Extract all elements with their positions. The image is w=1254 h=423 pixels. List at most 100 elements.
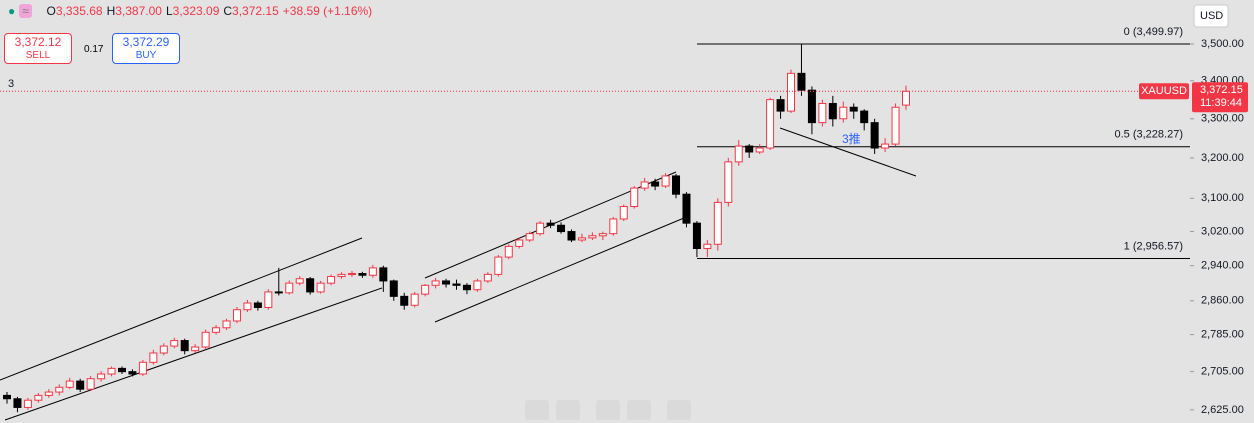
candle-body [839,106,848,120]
candle-body [232,309,241,322]
currency-button[interactable] [1193,4,1229,28]
candle-body [34,394,43,401]
candle-body [745,145,754,153]
candle-body [421,284,430,295]
y-tick-label: 3,200.00 [1201,152,1244,164]
candle-body [462,284,471,291]
candle-body [107,367,116,375]
sell-price: 3,372.12 [14,35,62,49]
candle-body [368,267,377,276]
candle-body [557,224,566,233]
candle-body [703,243,712,250]
y-tick-label: 3,500.00 [1201,38,1244,50]
y-tick-label: 3,100.00 [1201,192,1244,204]
fib-label: 1 (2,956.57) [1124,240,1183,252]
candle-body [452,283,461,286]
candle-body [818,102,827,124]
y-tick-label: 2,940.00 [1201,260,1244,272]
candle-body [149,352,158,363]
indicator-toggle[interactable]: 3 [8,78,14,90]
candle-body [828,102,837,120]
countdown: 11:39:44 [1200,97,1242,109]
candle-body [55,386,64,393]
candle-body [787,72,796,112]
candle-body [431,280,440,286]
candle-body [891,106,900,145]
candle-body [881,143,890,149]
candle-body [473,280,482,291]
candle-body [640,181,649,189]
candle-body [379,267,388,282]
candle-body [159,345,168,354]
candle-body [138,361,147,375]
candle-body [724,161,733,203]
candle-body [766,99,775,149]
candle-body [577,237,586,241]
fib-label: 0.5 (3,228.27) [1115,129,1184,141]
candle-body [243,302,252,311]
y-tick-label: 2,705.00 [1201,366,1244,378]
candle-body [191,346,200,352]
ohlc-header: ● ≈ O3,335.68 H3,387.00 L3,323.09 C3,372.… [8,4,373,18]
l-label: L [165,4,173,18]
last-price-label: 3,372.15 [1200,84,1243,96]
toolbar[interactable] [525,400,691,420]
candle-body [44,391,53,396]
candle-body [117,367,126,373]
candle-body [860,110,869,124]
candle-body [23,399,32,408]
sell-button[interactable]: 3,372.12 SELL [4,33,72,64]
candle-body [630,187,639,208]
candle-body [337,273,346,278]
candle-body [651,181,660,187]
buy-price: 3,372.29 [122,35,170,49]
candle-body [661,175,670,187]
candle-body [442,280,451,285]
candle-body [358,273,367,276]
candle-body [400,295,409,306]
fib-label: 0 (3,499.97) [1124,26,1183,38]
candle-body [212,327,221,333]
candle-body [483,273,492,282]
candle-body [546,222,555,226]
candle-body [347,273,356,276]
candle-body [97,373,106,380]
candle-body [870,122,879,149]
currency[interactable]: USD [1200,10,1223,22]
buy-label: BUY [135,50,157,61]
symbol-tag [1139,83,1189,100]
candle-body [253,302,262,308]
candle-body [504,245,513,258]
candle-body [734,145,743,163]
candle-body [567,231,576,241]
y-tick-label: 3,300.00 [1201,113,1244,125]
candle-body [672,175,681,195]
trend-lines [0,127,917,421]
candle-body [410,293,419,306]
candle-body [849,106,858,112]
candle-body [3,394,11,400]
candle-body [274,291,283,294]
y-tick-label: 2,785.00 [1201,328,1244,340]
high: 3,387.00 [115,4,162,18]
price-tag [1192,82,1248,113]
candle-body [13,398,22,408]
candle-body [327,276,336,284]
y-tick-label: 2,860.00 [1201,295,1244,307]
symbol-label: XAUUSD [1141,85,1187,97]
sell-label: SELL [25,50,51,61]
candle-body [588,235,597,239]
candle-body [515,239,524,247]
candle-body [755,147,764,153]
y-tick-label: 3,020.00 [1201,225,1244,237]
annotation: 3推 [842,132,861,146]
price-axis [1190,0,1254,423]
candle-body [86,378,95,390]
buy-button[interactable]: 3,372.29 BUY [112,33,180,64]
candle-body [536,222,545,235]
o-label: O [46,4,56,18]
low: 3,323.09 [172,4,220,18]
candle-body [776,99,785,112]
